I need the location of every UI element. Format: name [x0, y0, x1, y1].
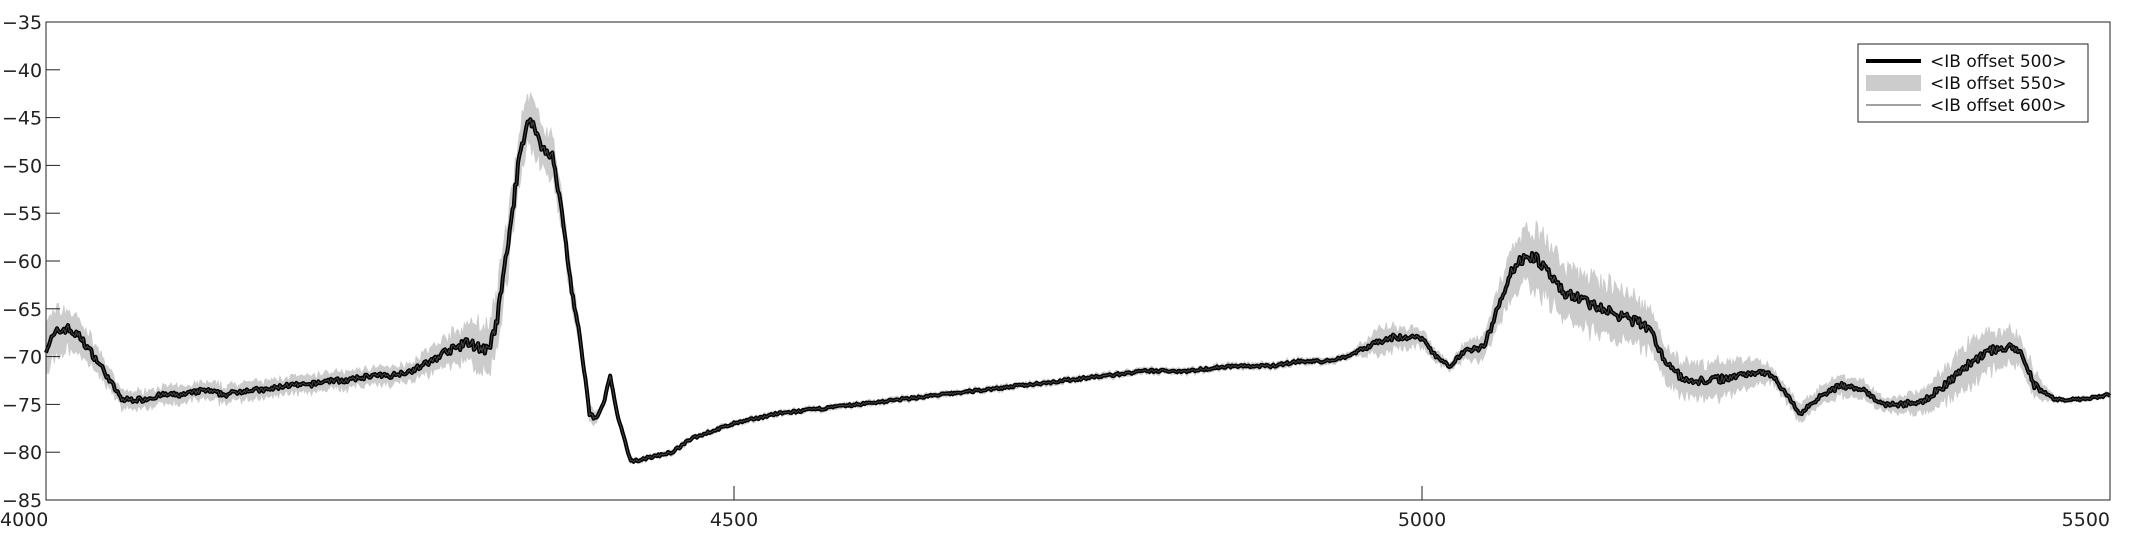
y-tick: −50 [2, 155, 60, 177]
series-line-ib-offset-600 [45, 117, 2111, 463]
y-tick-label: −70 [2, 347, 42, 369]
y-tick-label: −75 [2, 394, 42, 416]
y-tick-label: −85 [2, 490, 42, 512]
legend-item: <IB offset 500> [1866, 52, 2067, 72]
y-tick-label: −35 [2, 12, 42, 34]
legend-label: <IB offset 600> [1930, 96, 2067, 116]
y-tick-label: −50 [2, 155, 42, 177]
legend-label: <IB offset 500> [1930, 52, 2067, 72]
y-tick-label: −65 [2, 299, 42, 321]
x-tick: 5000 [1398, 486, 1446, 531]
y-tick: −40 [2, 60, 60, 82]
y-tick-label: −60 [2, 251, 42, 273]
legend-swatch [1866, 75, 1921, 91]
plot-area-frame [45, 21, 2111, 501]
axis-ticks: 4000 4500 5000 5500 −35 −40 −45 −50 −55 −60 −65 −70… [0, 12, 2111, 531]
series-band-layer [45, 92, 2111, 465]
y-tick: −75 [2, 394, 60, 416]
y-tick: −65 [2, 299, 60, 321]
x-tick-label: 5000 [1398, 509, 1446, 531]
x-tick-label: 4500 [710, 509, 758, 531]
series-line-layer [44, 117, 2112, 464]
x-tick: 4000 [0, 486, 48, 531]
y-tick-label: −45 [2, 108, 42, 130]
y-tick: −35 [2, 12, 60, 34]
chart-legend: <IB offset 500><IB offset 550><IB offset… [1857, 43, 2089, 123]
x-tick: 4500 [710, 486, 758, 531]
x-tick-label: 4000 [0, 509, 48, 531]
y-tick: −55 [2, 203, 60, 225]
legend-item: <IB offset 600> [1866, 96, 2067, 116]
series-band-ib-offset-550 [45, 92, 2111, 465]
x-tick: 5500 [2062, 486, 2111, 531]
y-tick: −45 [2, 108, 60, 130]
legend-label: <IB offset 550> [1930, 74, 2067, 94]
y-tick: −60 [2, 251, 60, 273]
y-tick-label: −80 [2, 442, 42, 464]
legend-item: <IB offset 550> [1866, 74, 2067, 94]
y-tick-label: −40 [2, 60, 42, 82]
y-tick: −70 [2, 347, 60, 369]
x-tick-label: 5500 [2062, 509, 2110, 531]
y-tick: −85 [2, 490, 60, 512]
y-tick-label: −55 [2, 203, 42, 225]
y-tick: −80 [2, 442, 60, 464]
